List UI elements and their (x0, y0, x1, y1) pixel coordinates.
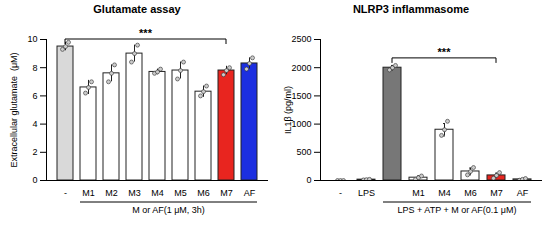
svg-text:M6: M6 (464, 188, 477, 198)
svg-text:LPS + ATP + M or AF(0.1 μM): LPS + ATP + M or AF(0.1 μM) (398, 205, 517, 215)
svg-text:M1: M1 (82, 188, 95, 198)
svg-text:M6: M6 (197, 188, 210, 198)
svg-text:M4: M4 (438, 188, 451, 198)
html-text:NLRP3 inflammasome: NLRP3 inflammasome (352, 3, 470, 15)
svg-text:0: 0 (32, 175, 37, 185)
svg-text:10: 10 (27, 34, 37, 44)
svg-text:LPS: LPS (358, 188, 375, 198)
svg-text:2: 2 (32, 147, 37, 157)
svg-text:IL1β (pg/ml): IL1β (pg/ml) (283, 86, 293, 134)
svg-text:M3: M3 (128, 188, 141, 198)
svg-text:***: *** (438, 46, 452, 58)
svg-text:6: 6 (32, 91, 37, 101)
svg-text:2000: 2000 (291, 63, 311, 73)
svg-text:M1: M1 (412, 188, 425, 198)
svg-text:M5: M5 (174, 188, 187, 198)
html-text:Glutamate assay: Glutamate assay (93, 3, 181, 15)
svg-text:M7: M7 (490, 188, 503, 198)
svg-text:1000: 1000 (291, 119, 311, 129)
svg-text:500: 500 (296, 147, 311, 157)
svg-text:M2: M2 (105, 188, 118, 198)
svg-text:M4: M4 (151, 188, 164, 198)
svg-text:8: 8 (32, 63, 37, 73)
svg-text:-: - (339, 188, 342, 198)
svg-text:-: - (64, 188, 67, 198)
svg-text:AF: AF (517, 188, 529, 198)
svg-text:M7: M7 (220, 188, 233, 198)
svg-text:1500: 1500 (291, 91, 311, 101)
svg-text:***: *** (139, 27, 153, 39)
svg-text:2500: 2500 (291, 34, 311, 44)
svg-text:Extracellular glutamate (μM): Extracellular glutamate (μM) (9, 52, 19, 167)
svg-text:4: 4 (32, 119, 37, 129)
svg-text:M or AF(1 μM, 3h): M or AF(1 μM, 3h) (132, 205, 205, 215)
svg-text:AF: AF (244, 188, 256, 198)
svg-text:0: 0 (306, 175, 311, 185)
